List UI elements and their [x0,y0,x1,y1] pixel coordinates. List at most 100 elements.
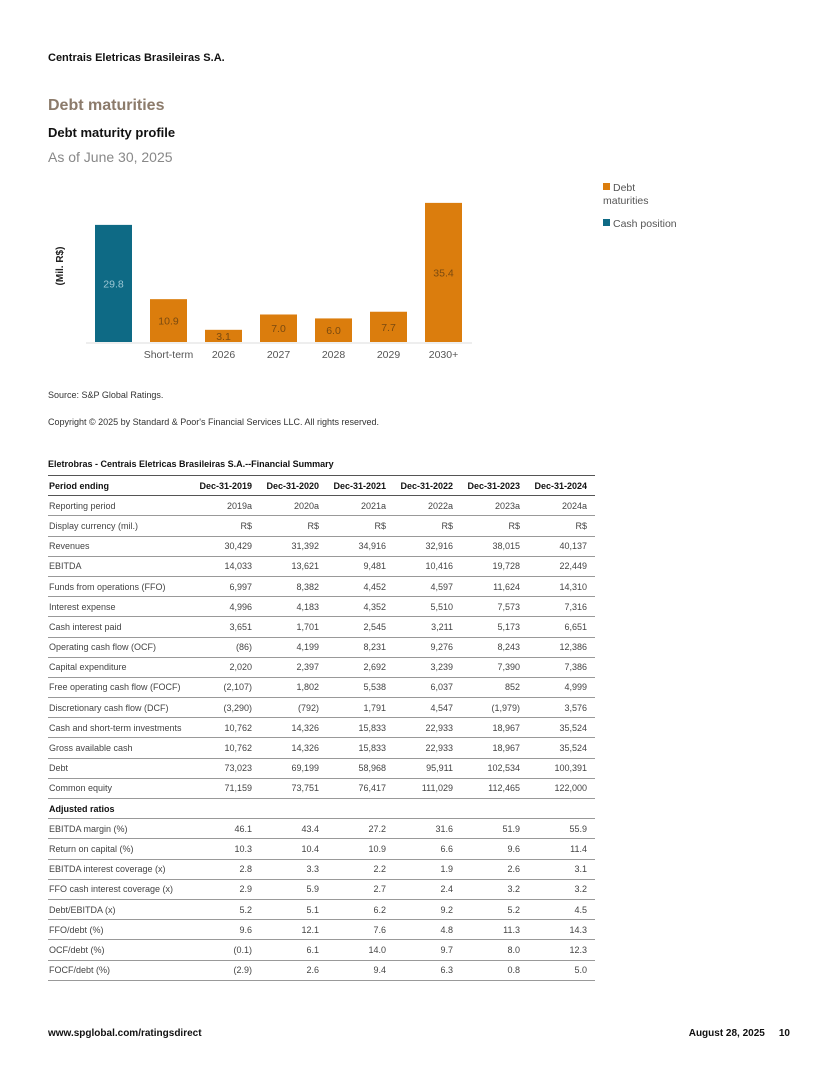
table-cell: 73,751 [260,778,327,800]
row-label: Reporting period [48,495,193,517]
row-label: Funds from operations (FFO) [48,576,193,598]
table-cell: 8.0 [461,939,528,961]
table-cell: 2024a [528,495,595,517]
bar-2028 [315,318,352,342]
table-cell: 4,352 [327,596,394,618]
table-cell: 122,000 [528,778,595,800]
table-row: Operating cash flow (OCF) (86) 4,199 8,231 9… [48,637,595,658]
table-cell: 4,996 [193,596,260,618]
legend-swatch-teal [603,219,610,226]
table-cell: 34,916 [327,536,394,557]
table-cell: 4,199 [260,637,327,658]
table-cell: 5.2 [461,899,528,921]
table-cell: 10,416 [394,556,461,577]
x-tick-label: 2028 [322,349,346,361]
footer-right: August 28, 2025 10 [675,1028,790,1039]
table-cell: 14,310 [528,576,595,598]
table-cell: 7,386 [528,657,595,678]
table-cell: 4,183 [260,596,327,618]
table-cell: 4,999 [528,677,595,699]
y-axis-label: (Mil. R$) [55,247,66,286]
table-cell: R$ [327,515,394,537]
column-header: Period ending [48,474,193,497]
table-cell: 5,510 [394,596,461,618]
table-cell: 3,211 [394,616,461,638]
table-cell: 5.0 [528,960,595,981]
section-title: Debt maturities [48,97,165,114]
table-cell: 8,231 [327,637,394,658]
bar-2030+ [425,202,462,342]
table-row: Free operating cash flow (FOCF) (2,107) 1,… [48,677,595,699]
table-cell: 6.3 [394,960,461,981]
row-label: Free operating cash flow (FOCF) [48,677,193,699]
table-cell: 2.2 [327,859,394,880]
table-cell: 14.3 [528,919,595,941]
row-label: Cash interest paid [48,616,193,638]
table-cell: 4,547 [394,697,461,719]
table-row: Funds from operations (FFO) 6,997 8,382 4,4… [48,576,595,598]
footer-url[interactable]: www.spglobal.com/ratingsdirect [48,1028,202,1039]
row-label: EBITDA margin (%) [48,818,193,840]
source-note: Source: S&P Global Ratings. [48,390,164,400]
table-cell: 4,452 [327,576,394,598]
table-row: FFO cash interest coverage (x) 2.9 5.9 2.7 2… [48,879,595,900]
table-cell: 6,651 [528,616,595,638]
column-header: Dec-31-2019 [193,474,260,497]
table-cell: 58,968 [327,758,394,779]
table-cell: 13,621 [260,556,327,577]
table-cell: 9,481 [327,556,394,577]
data-label: 29.8 [103,278,124,290]
table-row: Cash interest paid 3,651 1,701 2,545 3,211 5,… [48,616,595,638]
table-cell: 76,417 [327,778,394,800]
table-cell: (2,107) [193,677,260,699]
table-row: FFO/debt (%) 9.6 12.1 7.6 4.8 11.3 14.3 [48,919,595,941]
table-cell: 35,524 [528,717,595,739]
data-label: 35.4 [433,267,454,279]
row-label: Gross available cash [48,737,193,759]
page-number: 10 [778,1028,790,1039]
table-cell: 2,020 [193,657,260,678]
row-label: Interest expense [48,596,193,618]
row-label: Return on capital (%) [48,838,193,860]
table-row: FOCF/debt (%) (2.9) 2.6 9.4 6.3 0.8 5.0 [48,960,595,981]
table-row: Display currency (mil.) R$ R$ R$ R$ R$ R$ [48,515,595,537]
row-label: OCF/debt (%) [48,939,193,961]
chart-title: Debt maturity profile [48,125,176,140]
legend-label: Debt maturities [603,182,649,207]
bar-Short-term [150,299,187,342]
table-cell: 2.7 [327,879,394,900]
table-cell: 4.8 [394,919,461,941]
row-label: EBITDA [48,556,193,577]
table-cell: 7,316 [528,596,595,618]
data-label: 7.7 [381,322,396,334]
bar-2027 [260,314,297,342]
table-cell: (86) [193,637,260,658]
x-tick-label: 2029 [377,349,401,361]
table-cell: 14.0 [327,939,394,961]
table-cell: 1,791 [327,697,394,719]
table-row: Capital expenditure 2,020 2,397 2,692 3,239 7… [48,657,595,678]
table-row: Interest expense 4,996 4,183 4,352 5,510 7,57… [48,596,595,618]
table-cell: 43.4 [260,818,327,840]
table-row: EBITDA margin (%) 46.1 43.4 27.2 31.6 51.9 55.… [48,818,595,840]
table-cell: 3,651 [193,616,260,638]
table-cell: 7,390 [461,657,528,678]
table-cell: 9.2 [394,899,461,921]
table-cell: 3,576 [528,697,595,719]
table-cell: 2.9 [193,879,260,900]
table-cell: 10.9 [327,838,394,860]
table-cell: 7,573 [461,596,528,618]
table-cell: 46.1 [193,818,260,840]
table-cell: 9.6 [193,919,260,941]
row-label: Capital expenditure [48,657,193,678]
table-cell: R$ [260,515,327,537]
table-cell: 1.9 [394,859,461,880]
table-cell: 31,392 [260,536,327,557]
row-label: Debt [48,758,193,779]
financial-summary-table: Period ending Dec-31-2019 Dec-31-2020 Dec-3… [48,474,595,981]
row-label: Operating cash flow (OCF) [48,637,193,658]
data-label: 6.0 [326,325,341,337]
table-cell: (1,979) [461,697,528,719]
table-cell: 4,597 [394,576,461,598]
legend-label: Cash position [613,218,677,230]
